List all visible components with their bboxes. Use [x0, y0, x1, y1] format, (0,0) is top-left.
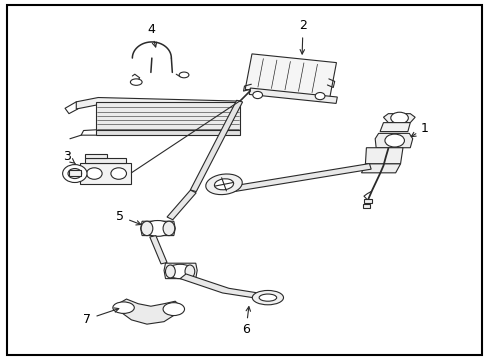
Polygon shape	[76, 98, 239, 109]
Polygon shape	[365, 148, 402, 164]
Ellipse shape	[166, 264, 193, 279]
Ellipse shape	[259, 294, 276, 301]
Ellipse shape	[315, 93, 325, 100]
Polygon shape	[244, 54, 336, 98]
Text: 5: 5	[116, 210, 141, 225]
Ellipse shape	[113, 302, 134, 314]
Text: 1: 1	[410, 122, 428, 136]
Polygon shape	[379, 123, 409, 132]
Ellipse shape	[143, 221, 172, 236]
Polygon shape	[167, 190, 196, 220]
Ellipse shape	[163, 221, 174, 235]
Polygon shape	[362, 204, 369, 208]
Polygon shape	[231, 163, 370, 192]
Polygon shape	[96, 130, 239, 135]
Ellipse shape	[130, 79, 142, 85]
Polygon shape	[374, 134, 412, 148]
Text: 6: 6	[242, 307, 250, 336]
Polygon shape	[163, 263, 197, 279]
Ellipse shape	[214, 179, 233, 190]
Ellipse shape	[184, 265, 194, 278]
Polygon shape	[190, 100, 242, 192]
Polygon shape	[120, 299, 180, 324]
Ellipse shape	[252, 291, 283, 305]
Polygon shape	[141, 221, 175, 235]
Ellipse shape	[165, 265, 175, 278]
Polygon shape	[249, 88, 337, 103]
Ellipse shape	[252, 91, 262, 99]
Ellipse shape	[179, 72, 188, 78]
Ellipse shape	[68, 168, 81, 179]
Polygon shape	[80, 163, 131, 184]
Ellipse shape	[205, 174, 242, 195]
Polygon shape	[361, 164, 400, 173]
Polygon shape	[149, 235, 167, 264]
Polygon shape	[363, 199, 371, 203]
Polygon shape	[84, 154, 107, 158]
Ellipse shape	[390, 112, 407, 124]
Polygon shape	[96, 102, 239, 130]
Ellipse shape	[86, 168, 102, 179]
Polygon shape	[84, 158, 126, 163]
Ellipse shape	[111, 168, 126, 179]
Ellipse shape	[384, 134, 404, 147]
Text: 4: 4	[146, 23, 156, 47]
Text: 7: 7	[83, 308, 119, 326]
Polygon shape	[180, 274, 273, 300]
Ellipse shape	[62, 165, 87, 183]
Polygon shape	[383, 114, 414, 123]
Text: 3: 3	[62, 150, 75, 164]
Text: 2: 2	[299, 19, 306, 54]
Polygon shape	[69, 170, 81, 176]
Ellipse shape	[163, 303, 184, 316]
Ellipse shape	[141, 221, 153, 235]
